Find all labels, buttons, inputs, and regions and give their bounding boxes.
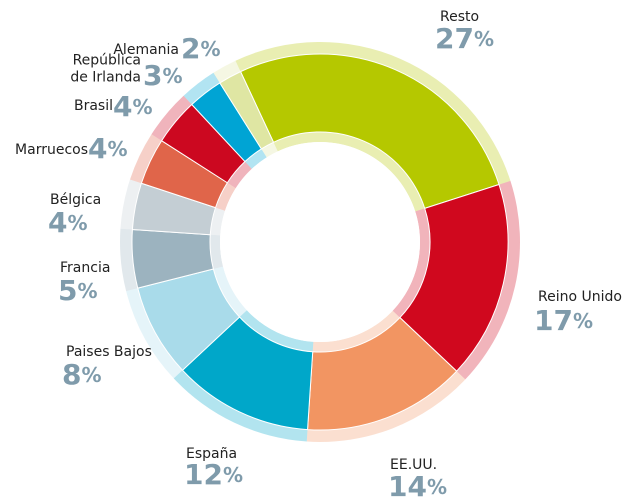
slice bbox=[219, 70, 275, 150]
value-number: 17 bbox=[534, 304, 573, 337]
value-number: 5 bbox=[58, 274, 77, 307]
value-number: 14 bbox=[388, 470, 427, 499]
value-number: 8 bbox=[62, 358, 81, 391]
label-line: Alemania bbox=[113, 42, 179, 58]
value-unit: % bbox=[474, 27, 494, 51]
slice-label: República de Irlanda bbox=[70, 53, 141, 86]
slice bbox=[239, 53, 500, 210]
label-line: EE.UU. bbox=[390, 457, 437, 473]
value-unit: % bbox=[132, 95, 152, 119]
value-unit: % bbox=[107, 137, 127, 161]
label-line: Paises Bajos bbox=[66, 344, 152, 360]
value-unit: % bbox=[77, 279, 97, 303]
value-label: 12% bbox=[184, 458, 243, 491]
label-line: de Irlanda bbox=[70, 70, 141, 86]
value-label: 3% bbox=[143, 59, 183, 92]
value-label: 4% bbox=[88, 132, 128, 165]
value-unit: % bbox=[573, 309, 593, 333]
value-label: 17% bbox=[534, 304, 593, 337]
label-line: Brasil bbox=[74, 98, 113, 114]
value-unit: % bbox=[200, 37, 220, 61]
slice-label: Brasil bbox=[74, 98, 113, 114]
slice-label: Marruecos bbox=[15, 142, 88, 158]
value-label: 2% bbox=[181, 32, 221, 65]
value-number: 3 bbox=[143, 59, 162, 92]
slice-label: España bbox=[186, 446, 237, 462]
value-number: 4 bbox=[48, 206, 67, 239]
value-number: 12 bbox=[184, 458, 223, 491]
value-unit: % bbox=[67, 211, 87, 235]
label-line: España bbox=[186, 446, 237, 462]
value-label: 5% bbox=[58, 274, 98, 307]
label-line: República bbox=[73, 53, 141, 69]
slice-label: Resto bbox=[440, 9, 479, 25]
slice-label: Bélgica bbox=[50, 192, 101, 208]
value-number: 4 bbox=[88, 132, 107, 165]
value-unit: % bbox=[223, 463, 243, 487]
label-line: Bélgica bbox=[50, 192, 101, 208]
value-label: 27% bbox=[435, 22, 494, 55]
value-unit: % bbox=[427, 475, 447, 499]
label-line: Francia bbox=[60, 260, 110, 276]
value-label: 4% bbox=[113, 90, 153, 123]
value-label: 8% bbox=[62, 358, 102, 391]
slice-label: Alemania bbox=[113, 42, 179, 58]
value-label: 14% bbox=[388, 470, 447, 499]
hole bbox=[220, 142, 420, 342]
slice-label: EE.UU. bbox=[390, 457, 437, 473]
slice-label: Reino Unido bbox=[538, 289, 622, 305]
value-number: 27 bbox=[435, 22, 474, 55]
label-line: Resto bbox=[440, 9, 479, 25]
value-unit: % bbox=[162, 64, 182, 88]
slice-label: Paises Bajos bbox=[66, 344, 152, 360]
value-label: 4% bbox=[48, 206, 88, 239]
value-number: 2 bbox=[181, 32, 200, 65]
value-unit: % bbox=[81, 363, 101, 387]
label-line: Reino Unido bbox=[538, 289, 622, 305]
value-number: 4 bbox=[113, 90, 132, 123]
slice-label: Francia bbox=[60, 260, 110, 276]
label-line: Marruecos bbox=[15, 142, 88, 158]
